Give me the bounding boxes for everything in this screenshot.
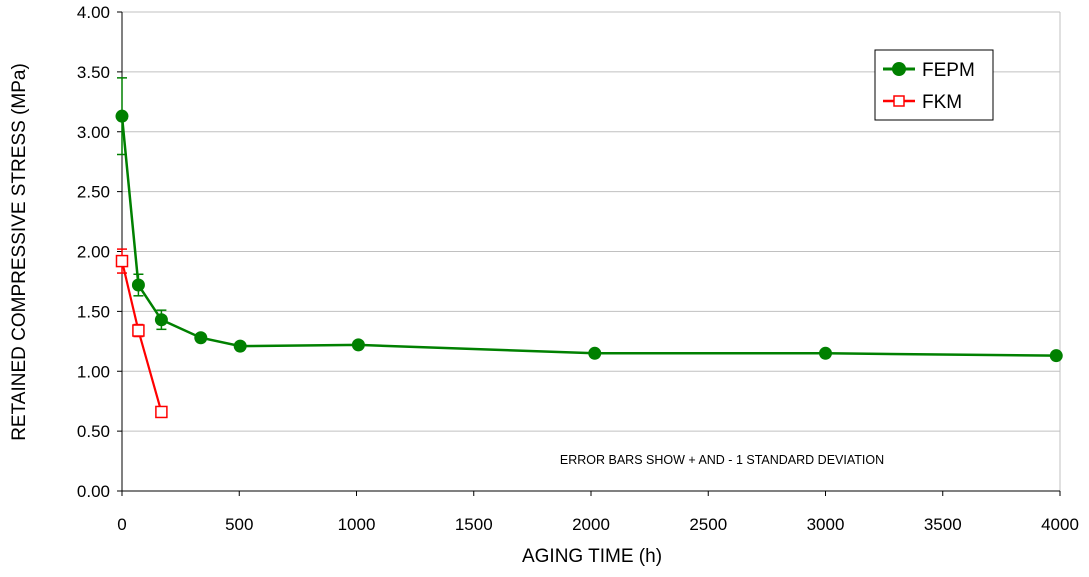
- data-point-fepm: [819, 346, 832, 360]
- data-point-fepm: [131, 278, 145, 292]
- series-layer: [115, 77, 1063, 419]
- y-tick-labels: 0.00 0.50 1.00 1.50 2.00 2.50 3.00 3.50 4.00: [77, 3, 110, 501]
- x-axis-title: AGING TIME (h): [522, 546, 662, 567]
- data-point-fkm: [155, 405, 168, 419]
- y-tick-label: 1.00: [77, 362, 110, 381]
- y-axis-title: RETAINED COMPRESSIVE STRESS (MPa): [9, 63, 30, 441]
- x-tick-labels: 0 500 1000 1500 2000 2500 3000 3500 4000: [117, 515, 1079, 534]
- gridlines: [122, 11, 1061, 491]
- x-tick-label: 3000: [807, 515, 845, 534]
- data-point-fkm: [132, 324, 145, 337]
- data-point-fepm: [154, 313, 168, 327]
- x-tick-label: 500: [225, 515, 253, 534]
- legend-label-fepm: FEPM: [922, 60, 975, 81]
- y-tick-label: 3.50: [77, 63, 110, 82]
- data-point-fepm: [588, 346, 602, 360]
- x-tick-label: 2000: [572, 515, 610, 534]
- y-tick-label: 3.00: [77, 123, 110, 142]
- series-fepm: [115, 77, 1063, 363]
- x-tick-label: 1000: [338, 515, 376, 534]
- x-tick-label: 0: [117, 515, 126, 534]
- y-tick-label: 2.50: [77, 183, 110, 202]
- x-tick-label: 4000: [1041, 515, 1079, 534]
- y-tick-label: 0.00: [77, 482, 110, 501]
- data-point-fepm: [233, 339, 247, 353]
- series-fkm: [115, 248, 168, 419]
- y-tick-label: 0.50: [77, 422, 110, 441]
- legend-marker-fkm: [893, 95, 905, 107]
- data-point-fkm: [115, 254, 129, 268]
- y-tick-label: 2.00: [77, 243, 110, 262]
- error-bar-note: ERROR BARS SHOW + AND - 1 STANDARD DEVIA…: [560, 453, 884, 467]
- data-point-fepm: [1049, 349, 1063, 363]
- y-tick-label: 4.00: [77, 3, 110, 22]
- data-point-fepm: [115, 109, 129, 123]
- x-tick-label: 2500: [689, 515, 727, 534]
- legend-marker-fepm: [892, 62, 906, 76]
- legend-label-fkm: FKM: [922, 92, 962, 113]
- x-tick-label: 3500: [924, 515, 962, 534]
- legend: FEPM FKM: [874, 49, 994, 121]
- data-point-fepm: [351, 338, 365, 352]
- y-tick-label: 1.50: [77, 302, 110, 321]
- x-tick-label: 1500: [455, 515, 493, 534]
- series-line-fepm: [120, 116, 1057, 357]
- legend-box: [874, 49, 994, 121]
- data-point-fepm: [194, 331, 208, 345]
